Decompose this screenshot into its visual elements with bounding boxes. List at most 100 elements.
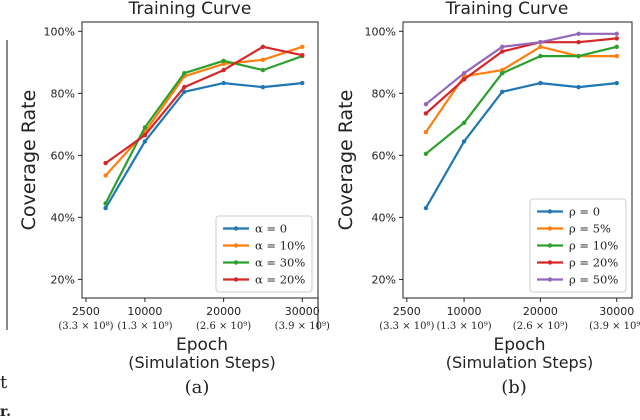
data-point (538, 39, 543, 45)
data-point (221, 80, 226, 86)
x-tick-sublabel: (3.9 × 10⁹) (589, 321, 640, 332)
y-tick-label: 80% (51, 87, 75, 100)
data-point (182, 89, 187, 94)
y-tick-label: 100% (365, 25, 396, 38)
data-point (182, 70, 187, 76)
legend-swatch-marker (547, 209, 553, 214)
series-2 (423, 44, 619, 156)
data-point (221, 67, 226, 73)
data-point (461, 120, 467, 125)
data-point (538, 80, 543, 86)
legend-swatch-marker (547, 277, 553, 282)
series-line (425, 32, 617, 106)
legend: α = 0 α = 10% α = 30% α = 20% (215, 215, 313, 293)
data-point (423, 151, 429, 156)
y-tick-label: 20% (51, 273, 75, 286)
series-line (424, 45, 617, 133)
data-point (500, 89, 505, 94)
data-point (260, 57, 266, 63)
x-axis-label-secondary: (Simulation Steps) (446, 353, 594, 372)
data-point (182, 84, 187, 90)
data-point (300, 52, 305, 58)
data-point (576, 31, 581, 36)
data-point (300, 80, 305, 86)
x-tick-sublabel: (1.3 × 10⁹) (436, 321, 491, 332)
legend-entry: α = 20% (255, 273, 305, 287)
series-0 (423, 80, 619, 211)
data-point (614, 31, 619, 36)
data-point (500, 49, 505, 54)
series-line (425, 45, 617, 155)
data-point (576, 84, 581, 90)
x-tick-sublabel: (3.3 × 10⁸) (58, 321, 113, 332)
data-point (103, 160, 108, 166)
data-point (461, 139, 467, 144)
data-point (500, 70, 505, 76)
legend-entry: ρ = 10% (569, 239, 618, 253)
y-tick-label: 40% (51, 211, 75, 224)
legend-entry: ρ = 5% (569, 222, 611, 236)
data-point (260, 44, 266, 50)
series-4 (423, 31, 619, 107)
x-tick-label: 20000 (206, 305, 241, 318)
x-tick-sublabel: (1.3 × 10⁹) (117, 321, 172, 332)
x-tick-label: 20000 (523, 305, 558, 318)
legend-entry: α = 30% (255, 256, 305, 270)
data-point (461, 77, 467, 82)
legend-entry: α = 10% (255, 239, 305, 253)
axes-frame (402, 21, 633, 299)
y-tick-label: 80% (372, 87, 396, 100)
x-axis-label: Epoch (493, 335, 545, 355)
data-point (614, 80, 619, 86)
series-3 (103, 44, 305, 166)
legend-swatch-marker (547, 260, 553, 265)
legend-swatch-marker (547, 243, 553, 248)
series-line (424, 81, 617, 209)
data-point (300, 44, 305, 50)
data-point (423, 129, 429, 135)
legend: ρ = 0 ρ = 5% ρ = 10% ρ = 20% ρ = 50% (529, 198, 627, 293)
panel-label: (a) (185, 377, 210, 398)
series-line (104, 45, 303, 164)
y-tick-label: 40% (372, 211, 396, 224)
y-tick-label: 60% (372, 149, 396, 162)
legend-entry: ρ = 0 (569, 205, 600, 219)
data-point (614, 53, 619, 59)
data-point (260, 67, 266, 73)
x-tick-label: 10000 (447, 305, 482, 318)
chart-title: Training Curve (445, 0, 569, 19)
legend-box (529, 198, 627, 293)
series-2 (103, 53, 305, 206)
cropped-bottom-fragment: r. (0, 404, 11, 420)
data-point (103, 173, 108, 178)
data-point (142, 139, 148, 144)
legend-entry: ρ = 20% (569, 256, 618, 270)
data-point (538, 44, 543, 50)
data-point (614, 44, 619, 50)
data-point (142, 125, 148, 130)
data-point (423, 111, 429, 116)
x-tick-sublabel: (2.6 × 10⁹) (196, 321, 251, 332)
legend-entry: ρ = 50% (569, 273, 618, 287)
panel-label: (b) (501, 377, 527, 398)
series-0 (103, 80, 305, 211)
y-tick-label: 60% (51, 149, 75, 162)
x-tick-label: 30000 (599, 305, 634, 318)
data-point (500, 44, 505, 50)
x-tick-sublabel: (2.6 × 10⁹) (513, 321, 568, 332)
data-point (260, 84, 266, 90)
series-line (425, 37, 617, 115)
legend-swatch-marker (547, 226, 553, 231)
x-tick-label: 30000 (285, 305, 320, 318)
y-axis-label: Coverage Rate (335, 90, 357, 231)
data-point (423, 101, 429, 107)
chart-panel-b: Training Curve 20% 40% 60% 80% 100% 2500 (3.3 ×… (335, 0, 640, 398)
data-point (423, 205, 429, 211)
axes-frame (81, 21, 319, 299)
series-line (104, 81, 303, 209)
legend-box (215, 215, 313, 293)
data-point (576, 39, 581, 45)
x-tick-sublabel: (3.9 × 10⁹) (275, 321, 330, 332)
x-tick-label: 10000 (127, 305, 162, 318)
